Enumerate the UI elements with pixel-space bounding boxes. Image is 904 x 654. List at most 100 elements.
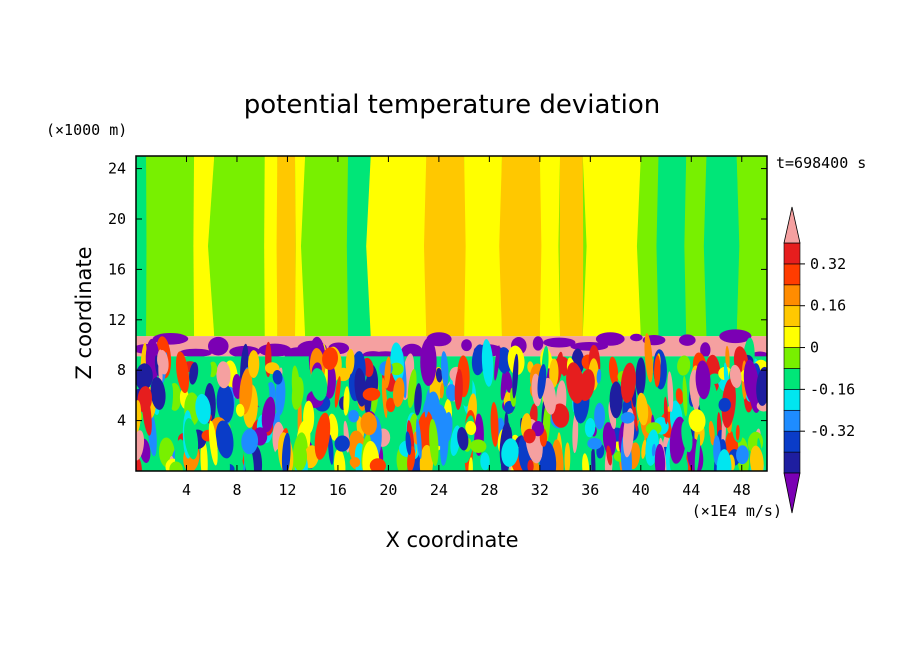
lower-blob [215,420,234,459]
band-blob [543,337,576,348]
x-axis-label: X coordinate [385,528,518,552]
y-unit-label: (×1000 m) [46,121,127,139]
band-blob [595,332,625,346]
colorbar-bin [783,242,801,265]
colorbar-bin [783,409,801,432]
lower-blob [675,388,684,405]
lower-blob [424,389,430,418]
lower-blob [654,355,661,388]
lower-blob [369,458,386,471]
colorbar-bin [783,451,801,474]
lower-blob [253,372,270,410]
lower-blob [490,402,499,447]
lower-blob [542,377,557,415]
lower-blob [501,438,519,467]
y-tick-label: 8 [117,361,126,379]
lower-blob [328,413,339,441]
lower-blob [551,403,570,428]
lower-blob [681,420,693,453]
lower-blob [275,375,286,416]
lower-blob [343,386,350,416]
lower-blob [216,361,231,389]
x-tick-label: 16 [329,481,347,499]
upper-column [423,156,467,337]
lower-blob [420,338,437,386]
colorbar-tick-label: 0 [810,339,819,357]
lower-blob [310,368,328,401]
band-blob [208,336,229,356]
lower-blob [272,369,283,385]
lower-blob [584,418,596,438]
time-label: t=698400 s [776,154,866,172]
x-tick-label: 48 [733,481,751,499]
lower-blob [465,420,477,436]
lower-blob [429,418,439,466]
lower-blob [608,356,619,386]
lower-blob [537,363,547,399]
lower-blob [749,445,764,471]
lower-blob [572,413,579,454]
lower-blob [184,418,199,460]
colorbar-bin [783,305,801,327]
lower-blob [695,360,711,400]
plot-area [136,156,767,471]
lower-blob [654,443,666,471]
lower-blob [454,368,463,411]
colorbar-bottom-extend [783,472,801,514]
upper-column [300,156,353,337]
upper-column [366,156,431,337]
lower-blob [445,384,458,402]
lower-blob [480,452,490,471]
lower-blob [457,427,469,451]
lower-blob [602,422,617,456]
lower-blob [756,366,767,406]
lower-blob [591,442,596,471]
upper-column [559,156,584,337]
lower-blob [360,412,377,436]
lower-blob [414,383,422,416]
lower-blob [549,358,559,388]
upper-column [499,156,543,337]
lower-blob [441,351,449,387]
lower-blob [468,457,473,471]
lower-blob [419,444,434,471]
chart-title: potential temperature deviation [244,90,660,120]
lower-blob [241,428,259,455]
lower-blob [334,435,350,452]
lower-blob [314,412,331,460]
lower-blob [677,355,691,376]
lower-blob [587,437,602,450]
x-tick-label: 4 [182,481,191,499]
band-blob [570,342,609,351]
lower-blob [334,376,341,408]
lower-blob [551,439,564,471]
y-tick-label: 4 [117,412,126,430]
lower-blob [527,459,534,471]
colorbar-tick-label: 0.32 [810,255,846,273]
y-tick-label: 20 [108,210,126,228]
colorbar-bin [783,430,801,453]
band-blob [719,329,752,344]
lower-blob [235,403,245,417]
lower-blob [137,386,152,413]
lower-blob [349,456,361,468]
colorbar-bin [783,368,801,390]
lower-blob [281,432,291,471]
lower-blob [381,377,388,419]
lower-blob [293,445,307,471]
colorbar-bin [783,263,801,286]
upper-column [264,156,278,337]
x-tick-label: 12 [278,481,296,499]
upper-column [539,156,561,337]
lower-blob [416,418,422,459]
x-tick-label: 20 [379,481,397,499]
lower-blob [620,412,635,424]
lower-blob [504,371,513,393]
upper-column [736,156,767,337]
plot-frame [135,155,768,472]
lower-blob [208,420,218,466]
lower-blob [232,426,245,471]
lower-blob [435,367,443,383]
x-tick-label: 40 [632,481,650,499]
